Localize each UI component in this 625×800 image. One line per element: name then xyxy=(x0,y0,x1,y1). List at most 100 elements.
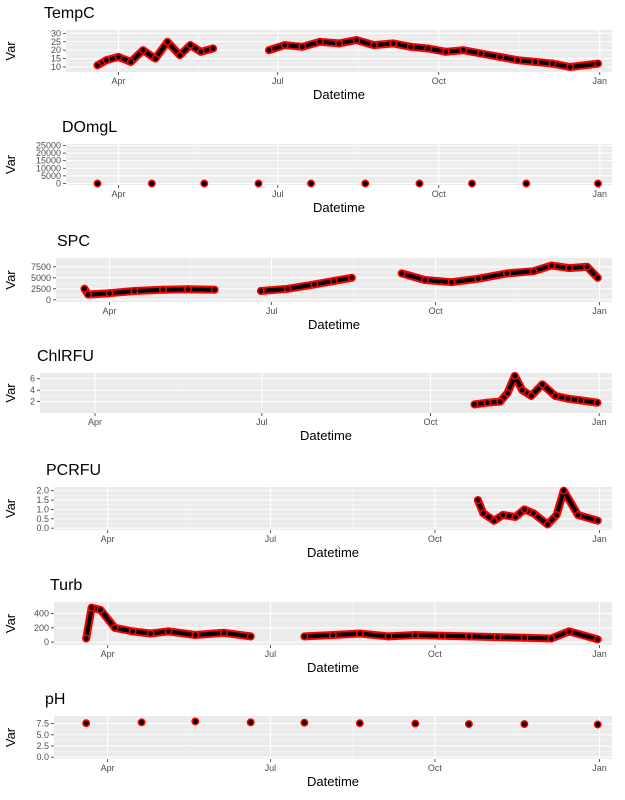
y-axis-title: Var xyxy=(3,383,18,403)
data-point xyxy=(574,511,582,519)
x-tick-label: Jan xyxy=(592,306,607,316)
data-point xyxy=(164,627,173,636)
data-point xyxy=(559,486,568,495)
data-point xyxy=(593,635,602,644)
x-axis-title: Datetime xyxy=(307,545,359,560)
data-point xyxy=(102,56,111,65)
x-tick-label: Apr xyxy=(101,534,115,544)
x-tick-label: Jul xyxy=(266,306,278,316)
data-point xyxy=(209,44,217,53)
data-point xyxy=(527,391,536,400)
data-point xyxy=(411,631,420,639)
data-point xyxy=(552,511,561,519)
y-tick-label: 7500 xyxy=(31,262,51,272)
y-tick-label: 2500 xyxy=(31,284,51,294)
data-point xyxy=(593,273,602,282)
series-core xyxy=(84,605,253,641)
data-point xyxy=(389,39,398,48)
y-tick-label: 4 xyxy=(30,385,35,395)
x-tick-label: Jul xyxy=(272,189,284,199)
data-point xyxy=(518,386,527,395)
data-point xyxy=(137,718,146,727)
x-tick-label: Apr xyxy=(101,649,115,659)
data-point xyxy=(594,59,602,68)
data-point xyxy=(355,719,364,728)
x-tick-label: Oct xyxy=(432,76,447,86)
y-tick-label: 7.5 xyxy=(36,719,49,729)
data-point xyxy=(93,179,102,188)
data-point xyxy=(352,36,361,45)
data-point xyxy=(438,631,447,640)
y-tick-label: 2.0 xyxy=(36,486,49,496)
data-point xyxy=(96,605,105,614)
data-point xyxy=(110,623,119,632)
x-tick-label: Jan xyxy=(592,763,607,773)
data-point xyxy=(593,516,602,525)
panel-title: SPC xyxy=(57,233,90,250)
data-point xyxy=(522,179,531,188)
data-point xyxy=(310,280,319,289)
data-point xyxy=(411,719,420,728)
data-point xyxy=(529,267,538,276)
data-point xyxy=(315,37,324,46)
data-point xyxy=(510,371,519,380)
data-point xyxy=(424,44,433,53)
data-point xyxy=(566,63,574,71)
y-axis-title: Var xyxy=(3,270,18,290)
y-tick-label: 10 xyxy=(51,62,61,72)
data-point xyxy=(547,634,556,643)
data-point xyxy=(593,720,602,729)
data-point xyxy=(265,46,273,55)
data-point xyxy=(370,41,378,50)
x-axis-title: Datetime xyxy=(307,660,359,675)
data-point xyxy=(513,56,522,65)
x-tick-label: Jul xyxy=(265,534,277,544)
x-tick-label: Jul xyxy=(256,417,268,427)
y-tick-label: 30 xyxy=(51,28,61,38)
facet-turb: 0 200 400 Apr Jul Oct Jan Turb Datetime Var xyxy=(3,577,612,675)
x-tick-label: Apr xyxy=(88,417,102,427)
data-point xyxy=(468,179,476,188)
data-point xyxy=(186,41,195,50)
x-tick-label: Jan xyxy=(592,76,607,86)
data-point xyxy=(300,718,309,727)
x-axis-title: Datetime xyxy=(313,87,365,102)
data-point xyxy=(191,717,200,726)
data-point xyxy=(139,46,147,55)
y-tick-label: 25000 xyxy=(36,141,61,151)
data-point xyxy=(529,509,538,518)
data-point xyxy=(565,627,574,636)
panel-title: PCRFU xyxy=(46,462,101,479)
data-point xyxy=(246,718,255,727)
panel-title: ChlRFU xyxy=(37,348,94,365)
data-point xyxy=(87,603,96,612)
y-axis-title: Var xyxy=(3,613,18,633)
y-tick-label: 200 xyxy=(34,623,49,633)
y-tick-label: 0.5 xyxy=(36,514,49,524)
data-point xyxy=(256,287,265,295)
facet-ph: 0.02.55.07.5 Apr Jul Oct Jan pH Datetime Var xyxy=(3,691,612,789)
x-tick-label: Jan xyxy=(592,189,607,199)
y-axis-title: Var xyxy=(3,727,18,747)
data-point xyxy=(593,398,602,407)
data-point xyxy=(147,179,156,188)
y-tick-label: 20 xyxy=(51,45,61,55)
data-point xyxy=(406,42,415,51)
data-point xyxy=(496,52,504,61)
y-tick-label: 5000 xyxy=(31,273,51,283)
panel-title: pH xyxy=(45,691,65,708)
data-point xyxy=(300,632,309,641)
x-tick-label: Apr xyxy=(111,76,125,86)
data-point xyxy=(246,632,255,641)
data-point xyxy=(397,269,406,278)
x-tick-label: Oct xyxy=(429,306,444,316)
data-point xyxy=(335,39,343,48)
data-point xyxy=(298,42,307,51)
data-point xyxy=(384,632,393,641)
y-axis-title: Var xyxy=(3,41,18,61)
